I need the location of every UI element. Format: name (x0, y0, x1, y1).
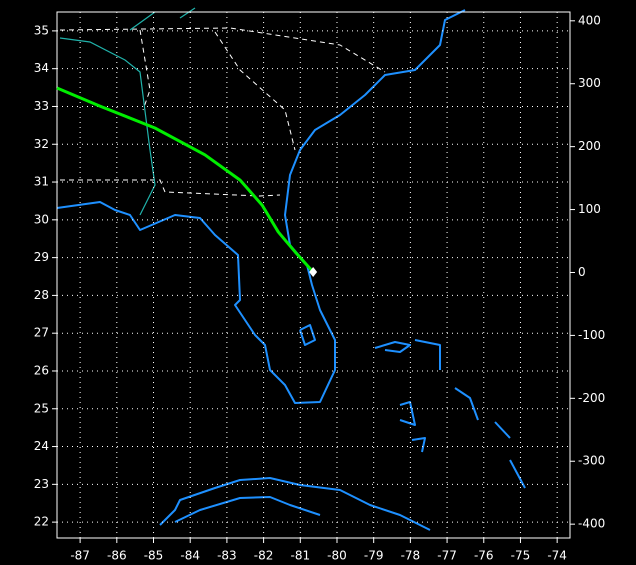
x-tick-label: -79 (364, 549, 384, 563)
cuba (174, 496, 321, 523)
y2-tick-label: 300 (578, 76, 601, 90)
island (494, 421, 511, 439)
y-tick-label: 31 (34, 175, 49, 189)
y2-tick-label: -400 (578, 517, 605, 531)
state-line (59, 37, 156, 216)
y-tick-label: 24 (34, 439, 49, 453)
island (399, 401, 416, 426)
x-tick-label: -80 (327, 549, 347, 563)
x-tick-label: -76 (474, 549, 494, 563)
y2-tick-label: 200 (578, 139, 601, 153)
y-tick-label: 32 (34, 137, 49, 151)
y-tick-label: 35 (34, 23, 49, 37)
y-tick-label: 33 (34, 99, 49, 113)
y-tick-label: 28 (34, 288, 49, 302)
x-tick-label: -87 (70, 549, 90, 563)
y-tick-label: 30 (34, 212, 49, 226)
y2-tick-label: -100 (578, 328, 605, 342)
y2-tick-label: 0 (578, 265, 586, 279)
map-background (56, 7, 526, 531)
x-tick-label: -82 (254, 549, 274, 563)
y-tick-label: 22 (34, 515, 49, 529)
state-line (129, 11, 156, 31)
island (411, 437, 426, 453)
state-border (60, 179, 281, 197)
state-border (214, 31, 296, 151)
x-tick-label: -81 (290, 549, 310, 563)
y-tick-label: 23 (34, 477, 49, 491)
y2-tick-label: 400 (578, 13, 601, 27)
island (414, 339, 441, 370)
x-tick-label: -75 (511, 549, 531, 563)
y-tick-label: 25 (34, 401, 49, 415)
cuba (159, 477, 431, 531)
y-tick-label: 26 (34, 363, 49, 377)
y2-tick-label: 100 (578, 202, 601, 216)
x-tick-label: -86 (107, 549, 127, 563)
trajectory-line (56, 86, 315, 273)
state-border (59, 27, 386, 73)
plot-frame (56, 11, 571, 539)
x-tick-label: -85 (144, 549, 164, 563)
state-line (179, 7, 196, 19)
coastline (56, 9, 466, 404)
x-tick-label: -74 (547, 549, 567, 563)
x-tick-label: -78 (401, 549, 421, 563)
lake (299, 324, 316, 346)
y2-tick-label: -300 (578, 454, 605, 468)
island (454, 387, 479, 421)
x-tick-label: -77 (437, 549, 457, 563)
island (374, 341, 411, 353)
end-marker (309, 266, 318, 277)
y-tick-label: 27 (34, 326, 49, 340)
y-tick-label: 34 (34, 61, 49, 75)
y-tick-label: 29 (34, 250, 49, 264)
island (509, 459, 526, 489)
x-tick-label: -84 (180, 549, 200, 563)
y2-tick-label: -200 (578, 391, 605, 405)
x-tick-label: -83 (217, 549, 237, 563)
state-border (139, 29, 151, 111)
